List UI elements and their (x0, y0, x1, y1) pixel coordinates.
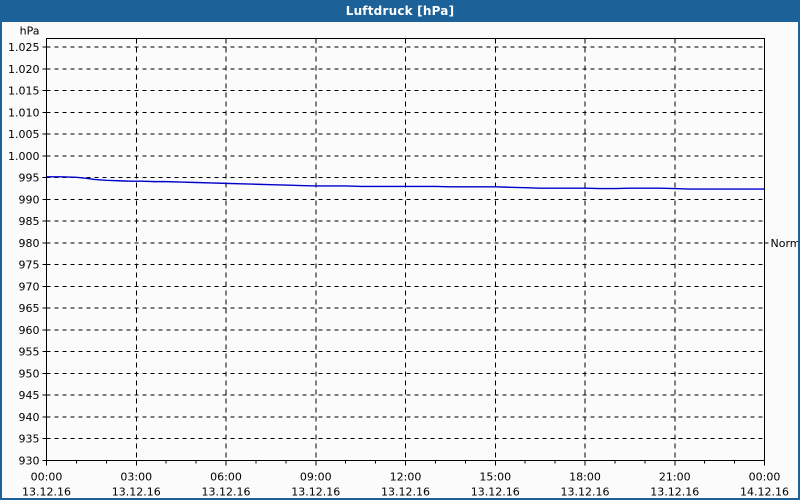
y-tick-label: 955 (19, 346, 40, 359)
y-tick-label: 995 (19, 172, 40, 185)
x-tick-date-label: 14.12.16 (740, 486, 789, 497)
y-tick-label: 935 (19, 433, 40, 446)
series-line-0 (46, 176, 765, 190)
page-title: Luftdruck [hPa] (345, 4, 455, 18)
y-tick-label: 1.010 (8, 106, 40, 119)
x-tick-date-label: 13.12.16 (471, 486, 520, 497)
y-tick-label: 960 (19, 324, 40, 337)
y-tick-label: 1.020 (8, 63, 40, 76)
x-tick-date-label: 13.12.16 (22, 486, 71, 497)
x-tick-date-label: 13.12.16 (112, 486, 161, 497)
y-axis-tick-labels: 1.025 1.020 1.015 1.010 1.005 1.000 995 990 985 9… (8, 41, 40, 467)
y-tick-label: 945 (19, 389, 40, 402)
legend-label-normal: Normal (771, 237, 799, 250)
x-axis-tick-labels: 00:00 13.12.16 03:00 13.12.16 06:00 13.12.16 0… (22, 471, 789, 497)
window-titlebar: Luftdruck [hPa] (0, 0, 800, 22)
vertical-gridlines (135, 38, 676, 461)
y-tick-label: 965 (19, 302, 40, 315)
y-tick-label: 980 (19, 237, 40, 250)
y-axis-ticks (42, 46, 47, 461)
y-tick-label: 1.005 (8, 128, 40, 141)
x-tick-time-label: 03:00 (120, 471, 152, 484)
x-tick-time-label: 18:00 (569, 471, 601, 484)
y-tick-label: 1.025 (8, 41, 40, 54)
x-tick-time-label: 06:00 (210, 471, 242, 484)
x-tick-date-label: 13.12.16 (650, 486, 699, 497)
y-tick-label: 930 (19, 455, 40, 468)
x-tick-time-label: 15:00 (479, 471, 511, 484)
y-tick-label: 975 (19, 259, 40, 272)
x-tick-date-label: 13.12.16 (291, 486, 340, 497)
x-tick-time-label: 21:00 (659, 471, 691, 484)
y-tick-label: 990 (19, 193, 40, 206)
x-tick-time-label: 12:00 (390, 471, 422, 484)
x-tick-date-label: 13.12.16 (202, 486, 251, 497)
series-lines (46, 176, 765, 190)
y-tick-label: 985 (19, 215, 40, 228)
y-tick-label: 940 (19, 411, 40, 424)
chart-canvas: 1.025 1.020 1.015 1.010 1.005 1.000 995 990 985 9… (2, 22, 799, 497)
x-tick-time-label: 09:00 (300, 471, 332, 484)
y-axis-unit-label: hPa (20, 25, 40, 38)
y-tick-label: 950 (19, 367, 40, 380)
pressure-line-chart: 1.025 1.020 1.015 1.010 1.005 1.000 995 990 985 9… (8, 25, 799, 497)
right-axis-annotations: Normal (764, 237, 799, 250)
y-tick-label: 1.000 (8, 150, 40, 163)
x-tick-time-label: 00:00 (749, 471, 781, 484)
plot-axis-frame (45, 37, 766, 462)
x-tick-time-label: 00:00 (31, 471, 63, 484)
x-tick-date-label: 13.12.16 (381, 486, 430, 497)
y-tick-label: 970 (19, 280, 40, 293)
x-tick-date-label: 13.12.16 (561, 486, 610, 497)
x-axis-ticks (46, 460, 765, 466)
y-tick-label: 1.015 (8, 85, 40, 98)
